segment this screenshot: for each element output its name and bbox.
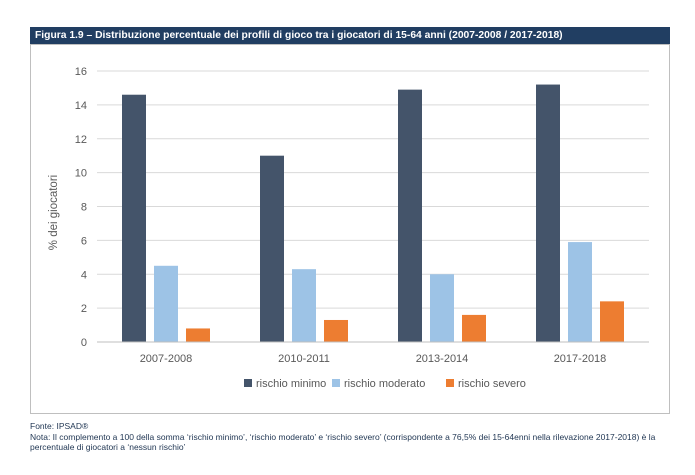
y-tick-labels: 0 2 4 6 8 10 12 14 16 <box>75 66 87 349</box>
source-text: Fonte: IPSAD® <box>30 421 89 431</box>
legend-label: rischio moderato <box>344 378 425 390</box>
x-tick-label: 2013-2014 <box>416 353 469 365</box>
y-tick-label: 16 <box>75 66 87 78</box>
bar-rischio-moderato <box>292 269 316 342</box>
bar-rischio-severo <box>324 319 348 342</box>
bar-rischio-severo <box>462 314 486 342</box>
bar-rischio-moderato <box>430 274 454 342</box>
x-tick-label: 2017-2018 <box>554 353 607 365</box>
x-tick-label: 2010-2011 <box>278 353 330 365</box>
bar-rischio-minimo <box>398 89 422 342</box>
x-tick-labels: 2007-2008 2010-2011 2013-2014 2017-2018 <box>140 353 607 365</box>
bar-rischio-moderato <box>568 242 592 342</box>
legend-swatch <box>244 379 252 387</box>
note-text: Nota: Il complemento a 100 della somma ‘… <box>30 431 656 453</box>
y-tick-label: 12 <box>75 134 87 146</box>
y-tick-label: 6 <box>81 235 87 247</box>
y-tick-label: 4 <box>81 269 87 281</box>
legend-swatch <box>446 379 454 387</box>
legend: rischio minimo rischio moderato rischio se… <box>244 378 526 390</box>
y-tick-label: 0 <box>81 337 87 349</box>
bar-rischio-severo <box>186 328 210 342</box>
legend-label: rischio severo <box>458 378 526 390</box>
bar-chart: 0 2 4 6 8 10 12 14 16 2007-2008 2010-2011 2013-201… <box>48 66 649 390</box>
legend-swatch <box>332 379 340 387</box>
legend-label: rischio minimo <box>256 378 326 390</box>
bars <box>122 84 624 343</box>
bar-rischio-severo <box>600 301 624 342</box>
y-axis-label: % dei giocatori <box>48 175 60 250</box>
bar-rischio-moderato <box>154 265 178 342</box>
x-tick-label: 2007-2008 <box>140 353 193 365</box>
y-tick-label: 10 <box>75 168 87 180</box>
gridlines <box>97 70 649 309</box>
y-tick-label: 8 <box>81 202 87 214</box>
bar-rischio-minimo <box>260 155 284 342</box>
bar-rischio-minimo <box>122 94 146 343</box>
bar-rischio-minimo <box>536 84 560 343</box>
figure-title: Figura 1.9 – Distribuzione percentuale d… <box>30 27 670 44</box>
chart-frame: 0 2 4 6 8 10 12 14 16 2007-2008 2010-2011 2013-201… <box>30 44 670 414</box>
y-tick-label: 2 <box>81 303 87 315</box>
y-tick-label: 14 <box>75 100 87 112</box>
notes: Fonte: IPSAD® Nota: Il complemento a 100… <box>30 421 690 453</box>
